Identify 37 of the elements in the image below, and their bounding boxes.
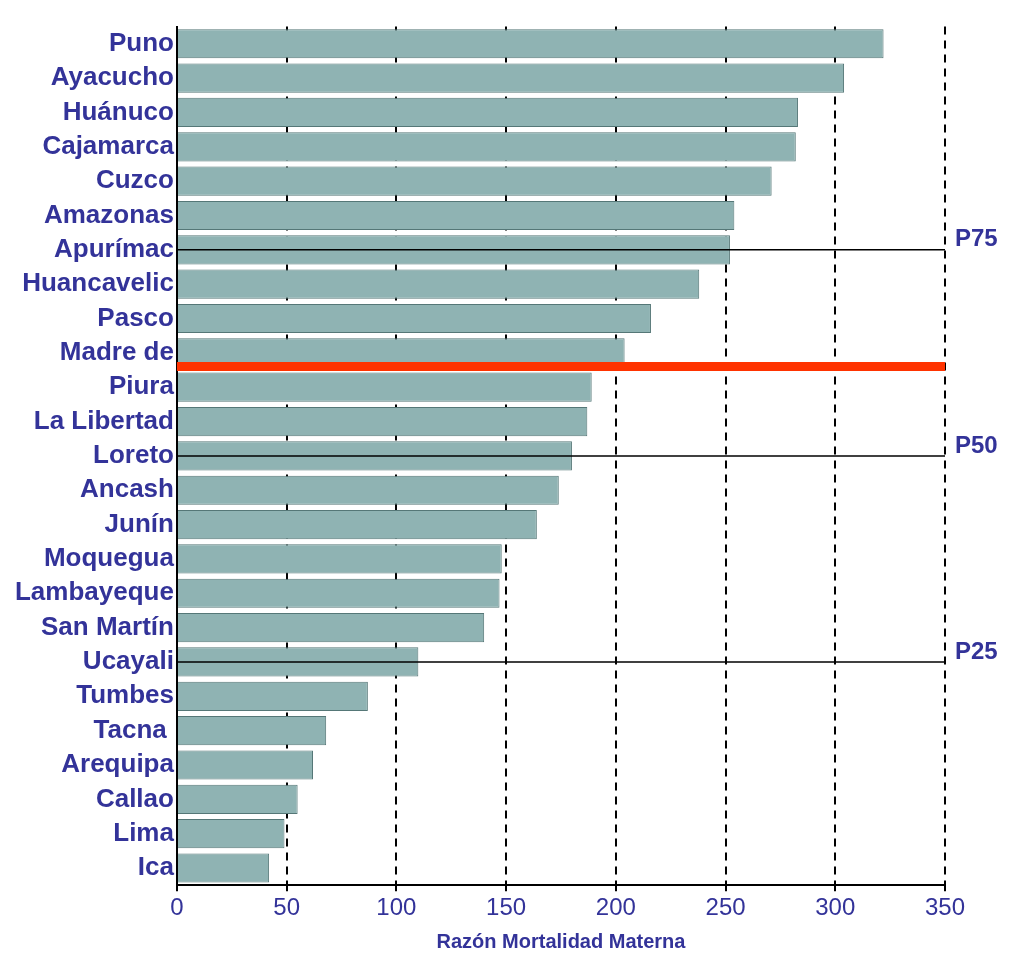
y-tick-label: Huánuco [62,95,174,126]
x-axis-title: Razón Mortalidad Materna [436,929,687,952]
y-tick-label: Moquegua [43,542,175,573]
x-tick-label: 150 [486,893,527,921]
y-tick-label: Ayacucho [50,61,174,92]
y-tick-label: Lima [113,816,175,847]
x-tick-label: 100 [376,893,417,921]
y-tick-label: Pasco [97,301,174,332]
y-tick-label: Ancash [80,473,174,504]
y-tick-label: Loreto [93,439,174,470]
x-tick-label: 350 [924,893,966,921]
y-tick-label: Ucayali [82,645,174,676]
y-tick-label: Huancavelic [22,267,174,298]
y-tick-label: Lambayeque [14,576,174,607]
ref-line-label: P50 [955,430,998,458]
y-tick-label: Apurímac [54,233,174,264]
y-tick-label: San Martín [41,610,174,641]
x-tick-label: 0 [170,893,184,921]
y-tick-label: Arequipa [61,748,175,779]
x-tick-label: 200 [595,893,636,921]
y-tick-label: La Libertad [33,404,174,435]
x-tick-label: 300 [815,893,856,921]
y-tick-label: Puno [108,26,174,57]
y-tick-label: Piura [108,370,175,401]
ref-line-label: P75 [955,224,998,252]
y-tick-label: Junín [104,507,174,538]
y-tick-label: Tacna [93,713,174,744]
y-tick-label: Amazonas [43,198,174,229]
y-tick-label: Tumbes [76,679,174,710]
y-tick-label: Ica [137,851,175,882]
y-tick-label: Madre de [59,336,174,367]
y-tick-label: Cajamarca [42,129,175,160]
x-tick-label: 250 [705,893,746,921]
y-tick-label: Cuzco [95,164,174,195]
x-tick-label: 50 [273,893,301,921]
y-tick-label: Callao [95,782,174,813]
ref-line-label: P25 [955,636,998,664]
